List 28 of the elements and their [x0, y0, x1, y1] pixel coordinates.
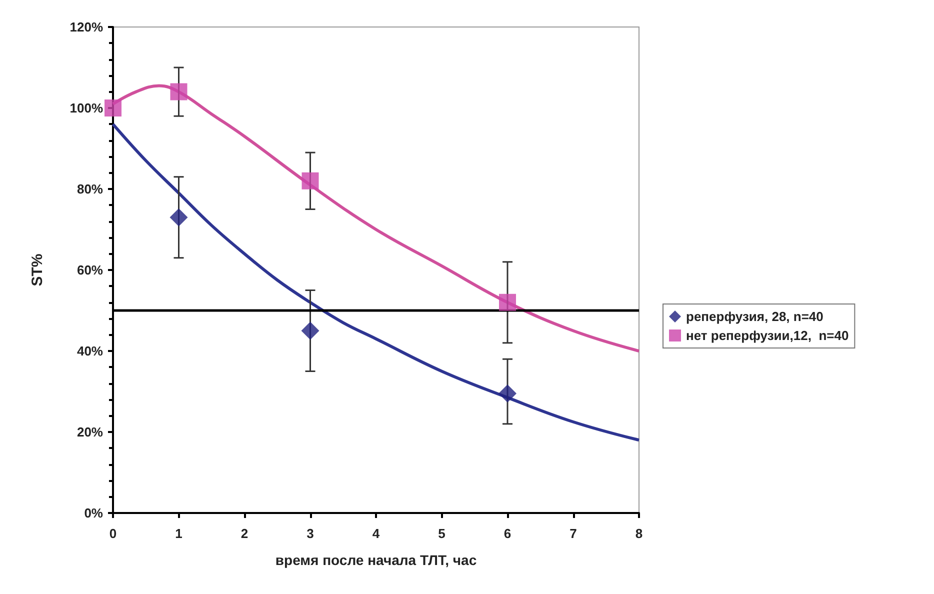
x-tick-label: 4	[372, 526, 380, 541]
point	[302, 172, 319, 190]
y-axis-title: ST%	[29, 254, 46, 286]
point	[170, 208, 188, 226]
y-tick-label: 100%	[70, 100, 104, 116]
point	[301, 322, 320, 340]
y-tick-label: 0%	[84, 506, 104, 520]
y-tick-label: 80%	[76, 182, 104, 196]
y-tick-label: 20%	[76, 424, 104, 440]
x-tick-label: 5	[438, 526, 446, 541]
x-tick-label: 8	[635, 526, 643, 541]
line-series	[112, 122, 640, 442]
x-tick-label: 3	[306, 526, 314, 541]
point	[104, 100, 122, 116]
x-tick-label: 2	[240, 526, 248, 541]
y-tick-label: 60%	[76, 262, 104, 278]
x-tick-label: 7	[570, 526, 577, 541]
legend-label: реперфузия, 28, n=40	[686, 309, 824, 324]
y-tick-label: 40%	[76, 344, 104, 358]
x-tick-label: 1	[175, 526, 182, 541]
point	[499, 294, 516, 311]
x-tick-label: 6	[504, 526, 512, 541]
legend-label: нет реперфузии,12, n=40	[686, 328, 849, 343]
point	[498, 384, 516, 403]
point	[170, 83, 188, 100]
x-tick-label: 0	[109, 526, 117, 541]
y-tick-label: 120%	[70, 20, 104, 34]
x-axis-title: время после начала ТЛТ, час	[275, 552, 477, 568]
